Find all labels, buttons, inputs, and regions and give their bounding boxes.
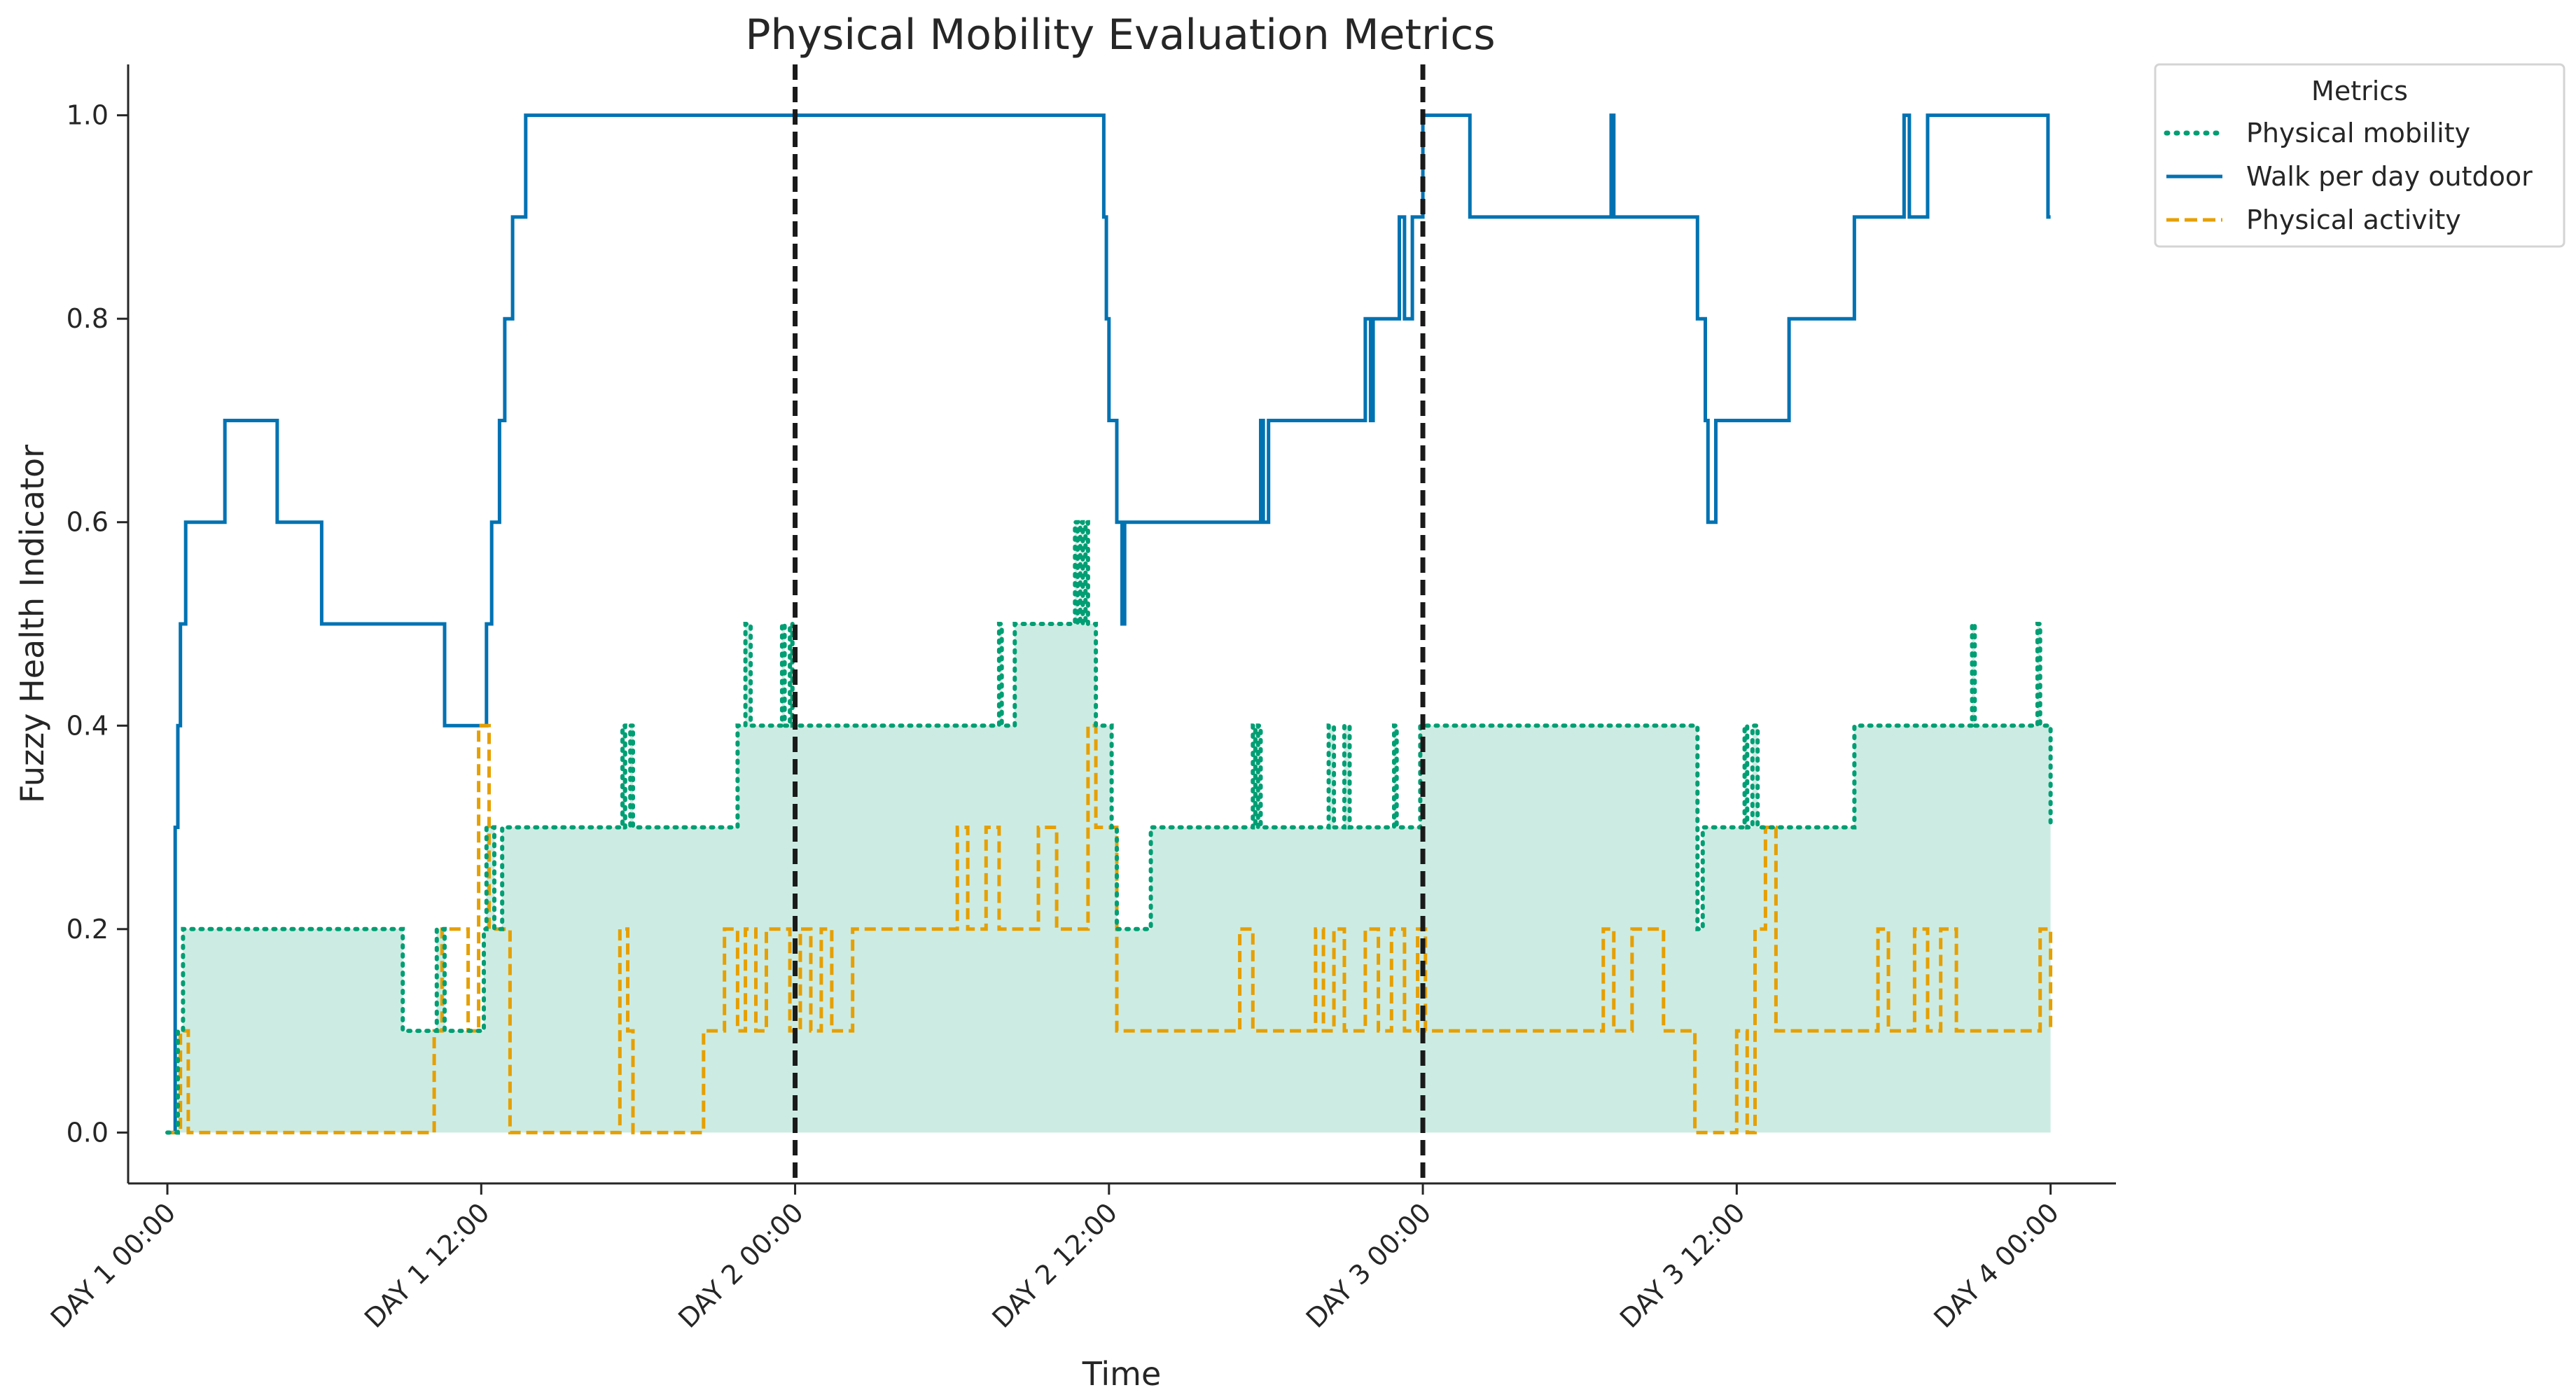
- chart-title: Physical Mobility Evaluation Metrics: [745, 11, 1495, 60]
- x-tick-label: DAY 2 12:00: [987, 1197, 1124, 1334]
- legend-box: [2154, 63, 2565, 248]
- y-tick-label: 0.2: [67, 914, 109, 945]
- legend: Metrics Physical mobility Walk per day ou…: [2154, 63, 2565, 248]
- y-tick-label: 0.6: [67, 507, 109, 538]
- y-tick-label: 0.4: [67, 710, 109, 741]
- legend-label: Walk per day outdoor: [2246, 161, 2533, 192]
- y-ticks: 0.0 0.2 0.4 0.6 0.8 1.0: [67, 100, 128, 1148]
- x-axis-label: Time: [1082, 1355, 1162, 1393]
- y-tick-label: 0.8: [67, 303, 109, 334]
- x-tick-label: DAY 3 12:00: [1614, 1197, 1751, 1334]
- series-line-walk-per-day-outdoor: [167, 113, 2051, 1134]
- series-line-physical-mobility: [165, 520, 2053, 1135]
- plot-area: [165, 64, 2053, 1183]
- y-tick-label: 1.0: [67, 100, 109, 131]
- series-line-physical-activity: [167, 723, 2053, 1134]
- y-axis-label: Fuzzy Health Indicator: [13, 445, 51, 803]
- y-tick-label: 0.0: [67, 1117, 109, 1148]
- legend-label: Physical mobility: [2246, 118, 2470, 148]
- x-tick-label: DAY 2 00:00: [672, 1197, 809, 1334]
- x-tick-label: DAY 4 00:00: [1928, 1197, 2065, 1334]
- x-tick-label: DAY 3 00:00: [1300, 1197, 1437, 1334]
- x-ticks: DAY 1 00:00 DAY 1 12:00 DAY 2 00:00 DAY 2 1…: [45, 1183, 2065, 1334]
- legend-label: Physical activity: [2246, 204, 2461, 235]
- x-tick-label: DAY 1 12:00: [358, 1197, 496, 1334]
- legend-title: Metrics: [2311, 76, 2408, 106]
- x-tick-label: DAY 1 00:00: [45, 1197, 182, 1334]
